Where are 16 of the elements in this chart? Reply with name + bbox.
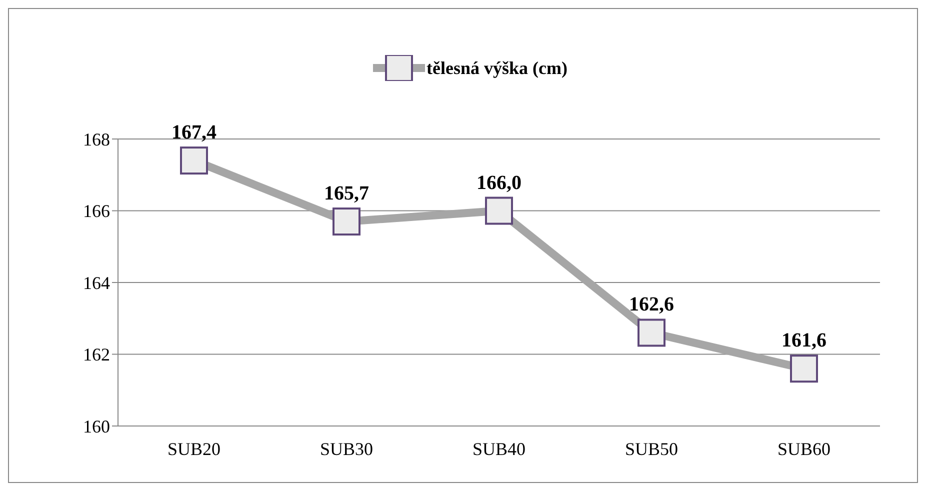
x-tick-label: SUB20 xyxy=(167,438,221,459)
data-label: 166,0 xyxy=(476,172,522,194)
data-label: 165,7 xyxy=(324,182,369,205)
y-tick-label: 164 xyxy=(83,272,110,293)
y-tick-label: 162 xyxy=(83,344,110,365)
data-label: 161,6 xyxy=(782,330,826,352)
data-label: 167,4 xyxy=(172,122,216,144)
y-tick-label: 168 xyxy=(83,129,110,150)
x-tick-label: SUB40 xyxy=(472,438,526,459)
x-tick-label: SUB50 xyxy=(624,438,678,459)
y-tick-label: 166 xyxy=(83,201,110,222)
x-tick-label: SUB30 xyxy=(320,438,374,459)
data-label: 162,6 xyxy=(629,294,674,316)
y-tick-label: 160 xyxy=(83,416,110,436)
legend-label: tělesná výška (cm) xyxy=(426,58,568,78)
x-tick-label: SUB60 xyxy=(777,438,831,459)
